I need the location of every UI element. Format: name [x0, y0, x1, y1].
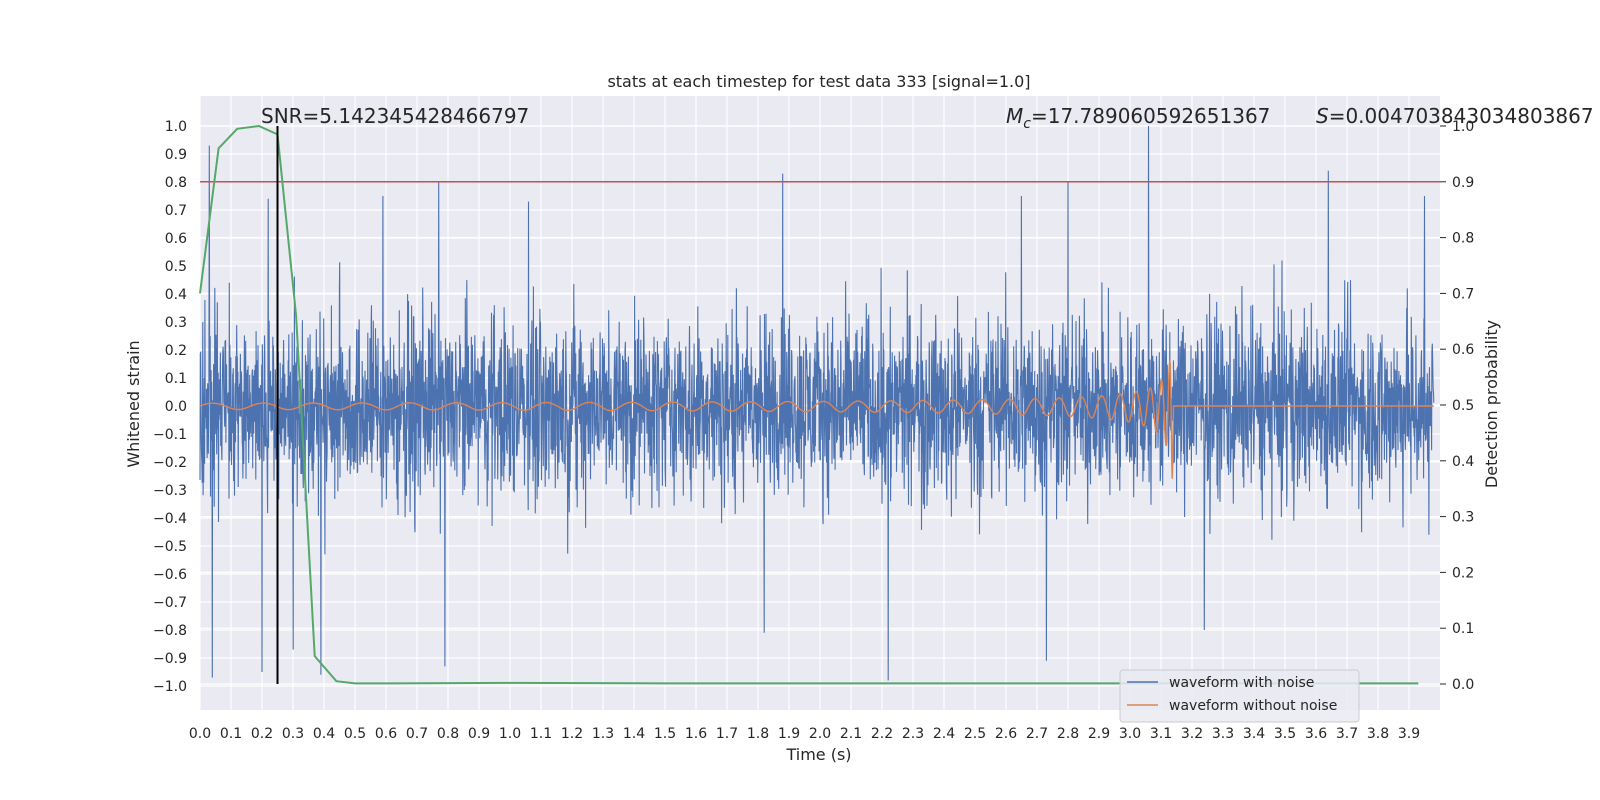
x-tick-label: 3.7: [1336, 726, 1358, 742]
y-axis-ticks: 1.0 0.9 0.8 0.7 0.6 0.5 0.4 0.3 0.2 0.1 0.0 −0.1 −0.…: [153, 119, 187, 695]
x-tick-label: 2.2: [871, 726, 893, 742]
y2-tick-label: 0.8: [1452, 231, 1474, 247]
y-tick-label: −0.6: [153, 567, 187, 583]
y-tick-label: −0.9: [153, 651, 187, 667]
x-tick-label: 2.6: [995, 726, 1017, 742]
y2-axis-ticks: 1.0 0.9 0.8 0.7 0.6 0.5 0.4 0.3 0.2 0.1 0.0: [1440, 119, 1474, 693]
y-tick-label: 0.2: [165, 343, 187, 359]
snr-annotation: SNR=5.142345428466797: [261, 104, 529, 128]
x-tick-label: 1.8: [747, 726, 769, 742]
y-tick-label: −0.5: [153, 539, 187, 555]
y-tick-label: 0.3: [165, 315, 187, 331]
y2-tick-label: 0.6: [1452, 342, 1474, 358]
x-tick-label: 2.8: [1057, 726, 1079, 742]
y-tick-label: −0.2: [153, 455, 187, 471]
x-tick-label: 3.1: [1150, 726, 1172, 742]
x-axis-ticks: 0.0 0.1 0.2 0.3 0.4 0.5 0.6 0.7 0.8 0.9 1.0 1.1 1.2 1…: [189, 726, 1420, 742]
x-tick-label: 1.9: [778, 726, 800, 742]
s-symbol: S: [1316, 104, 1329, 128]
x-tick-label: 2.4: [933, 726, 955, 742]
x-tick-label: 3.3: [1212, 726, 1234, 742]
x-tick-label: 0.9: [468, 726, 490, 742]
y-tick-label: −0.1: [153, 427, 187, 443]
y-axis-label: Whitened strain: [124, 340, 143, 467]
series-layer: [199, 124, 1440, 685]
x-tick-label: 1.3: [592, 726, 614, 742]
x-tick-label: 1.6: [685, 726, 707, 742]
x-tick-label: 1.2: [561, 726, 583, 742]
x-tick-label: 2.3: [902, 726, 924, 742]
chirp-mass-value: =17.789060592651367: [1031, 104, 1270, 128]
series-waveform-with-noise-line: [199, 125, 1435, 681]
x-tick-label: 2.9: [1088, 726, 1110, 742]
chirp-mass-annotation: Mc=17.789060592651367: [1006, 104, 1270, 132]
y-tick-label: 0.5: [165, 259, 187, 275]
x-tick-label: 0.4: [313, 726, 335, 742]
y2-tick-label: 0.1: [1452, 621, 1474, 637]
x-tick-label: 2.7: [1026, 726, 1048, 742]
y2-tick-label: 0.5: [1452, 398, 1474, 414]
y2-tick-label: 0.4: [1452, 454, 1474, 470]
chirp-mass-symbol: M: [1006, 104, 1023, 128]
x-tick-label: 0.0: [189, 726, 211, 742]
x-axis-label: Time (s): [785, 745, 851, 764]
x-tick-label: 0.1: [220, 726, 242, 742]
y-tick-label: 0.0: [165, 399, 187, 415]
s-value: =0.004703843034803867: [1329, 104, 1594, 128]
chirp-mass-subscript: c: [1023, 116, 1031, 132]
x-tick-label: 0.3: [282, 726, 304, 742]
x-tick-label: 3.9: [1398, 726, 1420, 742]
x-tick-label: 2.0: [809, 726, 831, 742]
legend-label-clean: waveform without noise: [1169, 698, 1337, 714]
x-tick-label: 3.8: [1367, 726, 1389, 742]
y-tick-label: 0.8: [165, 175, 187, 191]
legend-label-noise: waveform with noise: [1169, 675, 1314, 691]
x-tick-label: 0.6: [375, 726, 397, 742]
y-tick-label: 0.7: [165, 203, 187, 219]
x-tick-label: 3.4: [1243, 726, 1265, 742]
y-tick-label: 0.4: [165, 287, 187, 303]
y-tick-label: −0.7: [153, 595, 187, 611]
x-tick-label: 3.5: [1274, 726, 1296, 742]
y-tick-label: 0.1: [165, 371, 187, 387]
y-tick-label: −0.8: [153, 623, 187, 639]
x-tick-label: 1.4: [623, 726, 645, 742]
x-tick-label: 1.0: [499, 726, 521, 742]
x-tick-label: 1.1: [530, 726, 552, 742]
y2-axis-label: Detection probability: [1482, 320, 1501, 488]
y2-tick-label: 0.7: [1452, 286, 1474, 302]
x-tick-label: 0.7: [406, 726, 428, 742]
legend: waveform with noise waveform without noi…: [1119, 669, 1360, 723]
y-tick-label: −0.3: [153, 483, 187, 499]
y-tick-label: 0.6: [165, 231, 187, 247]
x-tick-label: 1.5: [654, 726, 676, 742]
series-detection-probability-line: [199, 124, 1419, 685]
x-tick-label: 3.6: [1305, 726, 1327, 742]
x-tick-label: 0.2: [251, 726, 273, 742]
x-tick-label: 1.7: [716, 726, 738, 742]
y2-tick-label: 0.2: [1452, 565, 1474, 581]
x-tick-label: 2.1: [840, 726, 862, 742]
x-tick-label: 0.5: [344, 726, 366, 742]
y-tick-label: −0.4: [153, 511, 187, 527]
x-tick-label: 0.8: [437, 726, 459, 742]
x-tick-label: 3.2: [1181, 726, 1203, 742]
y-tick-label: −1.0: [153, 679, 187, 695]
x-tick-label: 2.5: [964, 726, 986, 742]
x-tick-label: 3.0: [1119, 726, 1141, 742]
s-annotation: S=0.004703843034803867: [1316, 104, 1594, 128]
y-tick-label: 0.9: [165, 147, 187, 163]
chart-title: stats at each timestep for test data 333…: [607, 72, 1030, 91]
y2-tick-label: 0.9: [1452, 175, 1474, 191]
legend-box: [1119, 669, 1360, 723]
y2-tick-label: 0.0: [1452, 677, 1474, 693]
series-waveform-without-noise-line: [199, 360, 1434, 479]
y-tick-label: 1.0: [165, 119, 187, 135]
y2-tick-label: 1.0: [1452, 119, 1474, 135]
y2-tick-label: 0.3: [1452, 510, 1474, 526]
